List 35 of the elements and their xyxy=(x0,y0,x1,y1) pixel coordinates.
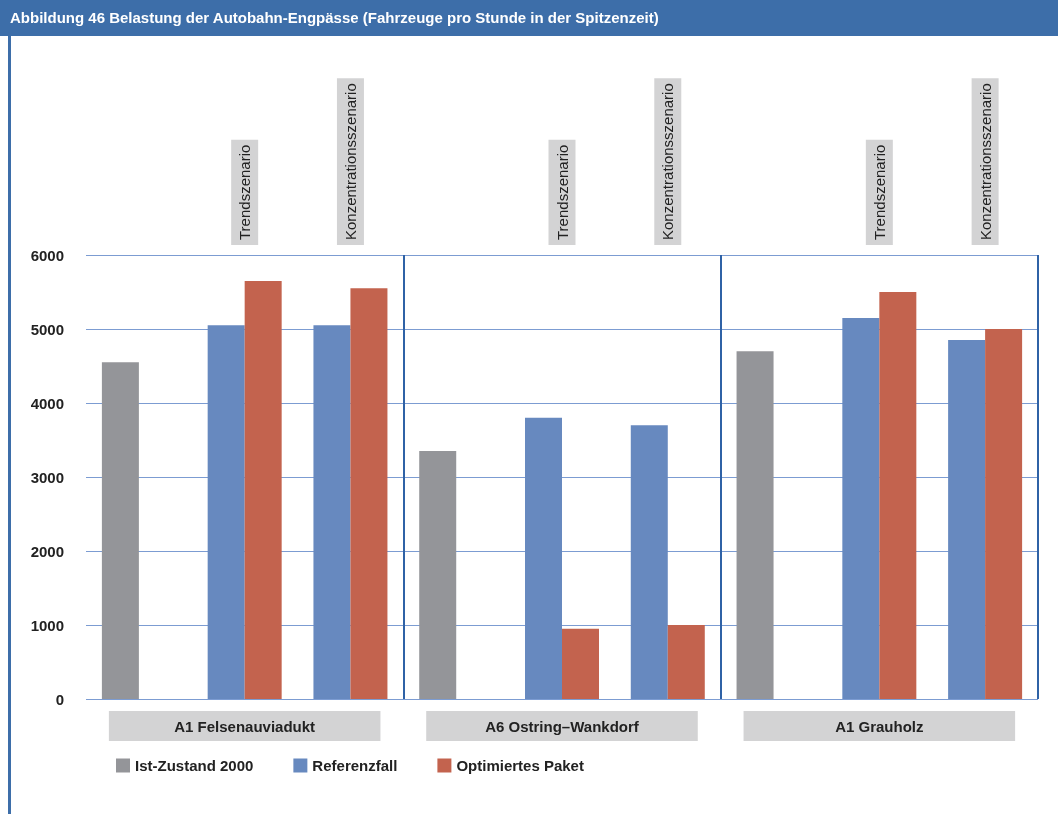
y-tick-label: 5000 xyxy=(30,320,64,338)
x-tick-label: Konzentrationsszenario xyxy=(976,83,994,240)
x-tick-label: Konzentrationsszenario xyxy=(659,83,677,240)
legend-label: Ist-Zustand 2000 xyxy=(135,757,254,774)
legend-label: Optimiertes Paket xyxy=(456,757,584,774)
text: A1 Grauholz xyxy=(835,717,924,735)
bar xyxy=(667,625,705,699)
bar xyxy=(244,280,282,699)
bar xyxy=(948,340,986,699)
chart-title: Abbildung 46 Belastung der Autobahn-Engpässe (Fahrzeuge pro Stunde in der Spitzenzeit) xyxy=(0,0,1058,36)
bar xyxy=(879,292,917,699)
text: A1 Felsenauviadukt xyxy=(174,717,316,735)
bar xyxy=(842,317,880,699)
x-tick-label: Konzentrationsszenario xyxy=(341,83,359,240)
bar xyxy=(313,325,351,699)
y-tick-label: 3000 xyxy=(30,468,64,486)
x-tick-label: Trendszenario xyxy=(236,144,254,240)
y-tick-label: 4000 xyxy=(30,394,64,412)
bar xyxy=(350,288,388,699)
bar xyxy=(419,451,457,699)
bar xyxy=(562,628,599,699)
y-tick-label: 0 xyxy=(55,690,64,708)
x-tick-label: Trendszenario xyxy=(870,144,888,240)
y-tick-label: 6000 xyxy=(30,246,64,264)
y-tick-label: 1000 xyxy=(30,616,64,634)
bar xyxy=(985,329,1023,699)
bar xyxy=(736,351,774,699)
legend-label: Referenzfall xyxy=(312,757,398,774)
y-tick-label: 2000 xyxy=(30,542,64,560)
bar xyxy=(630,425,668,699)
bar xyxy=(525,417,562,699)
bar xyxy=(207,325,245,699)
x-tick-label: Trendszenario xyxy=(553,144,571,240)
text: A6 Ostring–Wankdorf xyxy=(485,717,640,735)
bar xyxy=(101,362,139,699)
